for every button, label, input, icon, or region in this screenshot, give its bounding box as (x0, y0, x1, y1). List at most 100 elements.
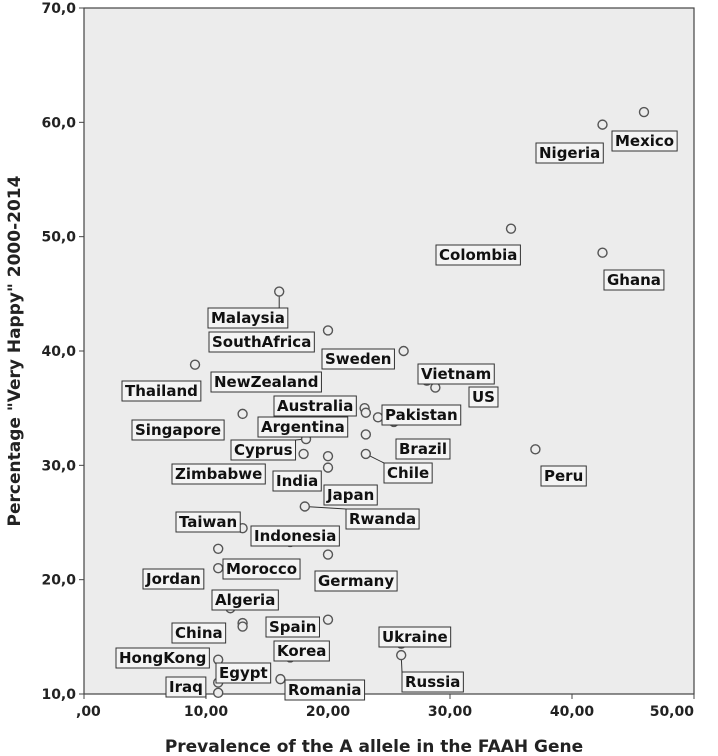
point-label-box (208, 331, 315, 353)
point-label: Egypt (215, 662, 272, 684)
point-label: SouthAfrica (208, 331, 315, 353)
point-label-box (383, 462, 433, 484)
point-label-box (222, 558, 301, 580)
y-tick-label: 30,0 (41, 458, 76, 474)
point-label: Ghana (603, 269, 665, 291)
point-label-box (115, 647, 210, 669)
x-tick-label: 10,00 (184, 704, 229, 720)
data-point-marker (322, 549, 334, 560)
point-label: Malaysia (207, 307, 289, 329)
point-label-text: Peru (544, 467, 583, 485)
point-label-box (265, 616, 320, 638)
point-label-text: Brazil (399, 440, 447, 458)
point-label-text: SouthAfrica (212, 333, 311, 351)
point-label-box (165, 676, 207, 698)
y-tick-label: 60,0 (41, 115, 76, 131)
point-label-box (207, 307, 289, 329)
point-label-box (345, 508, 420, 530)
point-label-text: Iraq (169, 678, 203, 696)
point-label: Zimbabwe (171, 463, 266, 485)
point-label-text: Rwanda (349, 510, 416, 528)
point-label: Korea (273, 640, 330, 662)
point-label-box (131, 419, 225, 441)
data-point-marker (212, 687, 224, 699)
point-label-text: HongKong (119, 649, 206, 667)
point-label: China (171, 622, 227, 644)
data-point-marker (212, 543, 224, 554)
x-tick-label: 40,00 (550, 704, 595, 720)
data-point-marker (274, 286, 285, 297)
y-axis-title: Percentage "Very Happy" 2000-2014 (5, 175, 25, 526)
data-point-marker (372, 412, 384, 423)
point-label-box (435, 244, 521, 266)
data-point-marker (322, 450, 334, 462)
point-label-text: Mexico (615, 132, 674, 150)
point-label-box (401, 671, 464, 693)
point-label-text: Ghana (607, 271, 661, 289)
data-point-marker (396, 649, 407, 661)
point-label-box (540, 465, 587, 487)
point-label-text: Chile (387, 464, 429, 482)
data-point-marker (237, 408, 248, 420)
point-label: Mexico (611, 130, 678, 152)
point-label: Sweden (321, 348, 395, 370)
point-label-box (171, 463, 266, 485)
point-label-text: Sweden (325, 350, 391, 368)
point-label-text: Romania (288, 681, 362, 699)
point-label-box (171, 622, 227, 644)
point-label-text: US (472, 388, 495, 406)
y-tick-label: 70,0 (41, 1, 76, 17)
point-label-text: Japan (326, 486, 374, 504)
y-tick-label: 40,0 (41, 344, 76, 360)
point-label-text: Cyprus (234, 441, 293, 459)
data-point-marker (638, 106, 650, 118)
data-point-marker (322, 325, 334, 336)
point-label-text: India (276, 472, 318, 490)
point-label-box (611, 130, 678, 152)
data-point-marker (360, 407, 372, 418)
point-label-text: Jordan (145, 570, 201, 588)
label-layer: Mexico Nigeria Colombia Ghana Malaysia SouthA… (115, 130, 678, 701)
point-label: Rwanda (345, 508, 420, 530)
point-label: Brazil (395, 438, 451, 460)
point-label: Cyprus (230, 439, 297, 461)
point-label-text: Ukraine (382, 628, 448, 646)
point-label: Iraq (165, 676, 207, 698)
point-label: Thailand (121, 380, 202, 402)
y-axis: 10,0 20,0 30,0 40,0 50,0 60,0 70,0 (41, 1, 84, 703)
point-label-text: NewZealand (214, 373, 318, 391)
point-label: Algeria (211, 589, 279, 611)
point-label-text: China (175, 624, 223, 642)
point-label-box (175, 511, 241, 533)
data-point-marker (360, 429, 372, 440)
point-label-box (395, 438, 451, 460)
x-axis: ,00 10,00 20,00 30,00 40,00 50,00 (76, 694, 695, 720)
point-label-text: Vietnam (421, 365, 491, 383)
point-label-box (250, 525, 340, 547)
point-label-box (321, 348, 395, 370)
point-label-text: Argentina (261, 418, 345, 436)
point-label: Australia (273, 395, 357, 417)
point-label: Japan (323, 484, 378, 506)
point-label: Morocco (222, 558, 301, 580)
point-label: Nigeria (535, 142, 604, 164)
point-label: Peru (540, 465, 587, 487)
point-label: HongKong (115, 647, 210, 669)
point-label-box (230, 439, 297, 461)
point-label-box (121, 380, 202, 402)
point-label-text: Taiwan (179, 513, 237, 531)
point-label-text: Indonesia (254, 527, 336, 545)
data-point-marker (530, 444, 541, 455)
point-label-box (378, 626, 452, 648)
data-point-marker (237, 621, 248, 632)
point-label: Spain (265, 616, 320, 638)
point-label-box (142, 568, 205, 590)
point-label-box (215, 662, 272, 684)
point-label: Jordan (142, 568, 205, 590)
point-label-box (210, 371, 322, 393)
point-label: Pakistan (381, 404, 462, 426)
point-label: Russia (401, 671, 464, 693)
point-label: Chile (383, 462, 433, 484)
point-label: NewZealand (210, 371, 322, 393)
point-label-box (468, 386, 499, 408)
